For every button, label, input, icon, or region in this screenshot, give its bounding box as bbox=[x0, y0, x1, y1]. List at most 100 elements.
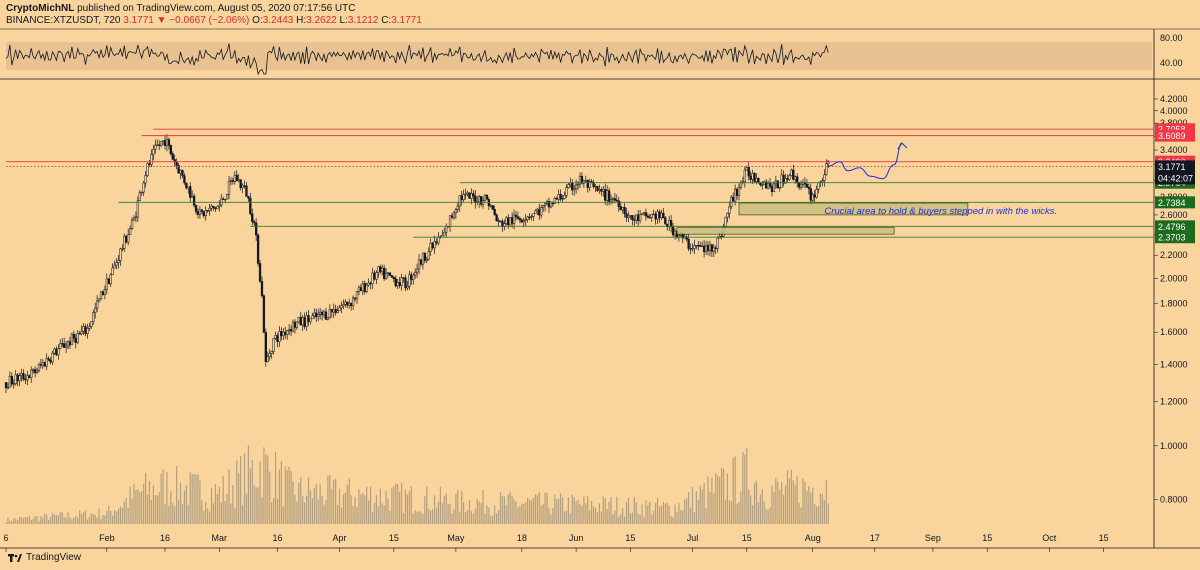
volume-bar bbox=[410, 485, 412, 524]
volume-bar bbox=[802, 478, 804, 524]
candle-body bbox=[555, 198, 558, 200]
volume-bar bbox=[794, 484, 796, 524]
author-name[interactable]: CryptoMichNL bbox=[6, 3, 75, 14]
candle-body bbox=[92, 312, 95, 322]
candle-body bbox=[611, 198, 615, 201]
candle-body bbox=[536, 208, 539, 212]
candle-body bbox=[37, 364, 41, 372]
candle-body bbox=[355, 291, 359, 300]
candle-body bbox=[357, 287, 361, 292]
candle-body bbox=[621, 207, 624, 211]
candle-body bbox=[309, 318, 312, 322]
volume-bar bbox=[395, 483, 397, 524]
candle-body bbox=[134, 216, 138, 219]
tradingview-brand[interactable]: TradingView bbox=[8, 552, 81, 563]
volume-bar bbox=[146, 494, 149, 524]
candle-body bbox=[227, 181, 231, 195]
candle-body bbox=[470, 193, 473, 199]
volume-bar bbox=[212, 503, 215, 524]
candle-body bbox=[61, 343, 64, 345]
candle-body bbox=[514, 214, 518, 217]
volume-bar bbox=[315, 483, 317, 524]
volume-bar bbox=[240, 456, 242, 524]
candle-body bbox=[237, 179, 240, 182]
volume-bar bbox=[674, 504, 676, 524]
price-label-box bbox=[1155, 220, 1195, 233]
volume-bar bbox=[348, 478, 350, 524]
candle-body bbox=[324, 311, 328, 320]
volume-bar bbox=[658, 506, 661, 524]
candle-body bbox=[33, 369, 37, 373]
volume-bar bbox=[88, 517, 90, 524]
volume-bar bbox=[670, 515, 672, 524]
candle-body bbox=[80, 330, 83, 334]
volume-bar bbox=[176, 465, 178, 524]
candle-body bbox=[169, 144, 172, 155]
volume-bar bbox=[218, 486, 220, 524]
candle-body bbox=[625, 213, 628, 218]
volume-bar bbox=[546, 492, 548, 524]
candle-body bbox=[520, 219, 523, 223]
volume-bar bbox=[42, 517, 44, 524]
volume-bar bbox=[290, 470, 292, 524]
candle-body bbox=[45, 358, 48, 367]
candle-body bbox=[716, 237, 719, 249]
candle-body bbox=[635, 214, 638, 221]
price-tick-label: 2.6000 bbox=[1160, 210, 1188, 220]
candle-body bbox=[735, 188, 739, 196]
candle-body bbox=[286, 330, 289, 335]
volume-bar bbox=[560, 493, 562, 524]
candle-body bbox=[697, 244, 700, 247]
candle-body bbox=[805, 183, 809, 188]
volume-bar bbox=[732, 457, 734, 524]
candle-body bbox=[192, 195, 196, 206]
symbol-label[interactable]: BINANCE:XTZUSDT, 720 bbox=[6, 15, 121, 26]
volume-bar bbox=[554, 494, 556, 524]
volume-bar bbox=[22, 518, 25, 524]
candle-body bbox=[532, 213, 535, 217]
volume-bar bbox=[825, 479, 827, 524]
volume-bar bbox=[812, 487, 814, 524]
candle-body bbox=[332, 308, 335, 313]
candle-body bbox=[350, 303, 353, 306]
candle-body bbox=[320, 311, 324, 316]
volume-bar bbox=[459, 511, 461, 524]
price-tick-label: 4.2000 bbox=[1160, 94, 1188, 104]
candle-body bbox=[567, 184, 570, 188]
volume-bar bbox=[817, 506, 820, 524]
volume-bar bbox=[680, 510, 682, 524]
volume-bar bbox=[338, 488, 341, 524]
volume-bar bbox=[748, 489, 750, 524]
candle-body bbox=[617, 200, 620, 207]
volume-bar bbox=[189, 472, 191, 524]
candle-body bbox=[130, 219, 134, 229]
candle-body bbox=[239, 179, 242, 189]
candle-body bbox=[739, 181, 743, 188]
open-value: 3.2443 bbox=[262, 15, 294, 26]
volume-bar bbox=[115, 511, 118, 524]
volume-bar bbox=[210, 488, 213, 524]
candle-body bbox=[20, 373, 23, 376]
volume-bar bbox=[96, 517, 98, 524]
candle-body bbox=[452, 212, 456, 218]
volume-bar bbox=[457, 489, 459, 524]
volume-bar bbox=[271, 502, 273, 524]
time-tick-label: May bbox=[447, 533, 465, 543]
candle-body bbox=[278, 331, 281, 342]
candle-body bbox=[743, 169, 746, 183]
volume-bar bbox=[691, 487, 694, 524]
volume-bar bbox=[313, 488, 315, 524]
volume-bar bbox=[563, 511, 566, 524]
candle-body bbox=[410, 274, 413, 280]
volume-bar bbox=[486, 505, 488, 524]
candle-body bbox=[351, 297, 355, 306]
candle-body bbox=[185, 182, 188, 189]
volume-bar bbox=[777, 481, 779, 524]
open-label: O: bbox=[252, 15, 263, 26]
volume-bar bbox=[707, 476, 709, 524]
volume-bar bbox=[738, 502, 740, 524]
candle-body bbox=[400, 277, 403, 286]
volume-bar bbox=[214, 484, 217, 524]
candle-body bbox=[381, 267, 384, 273]
